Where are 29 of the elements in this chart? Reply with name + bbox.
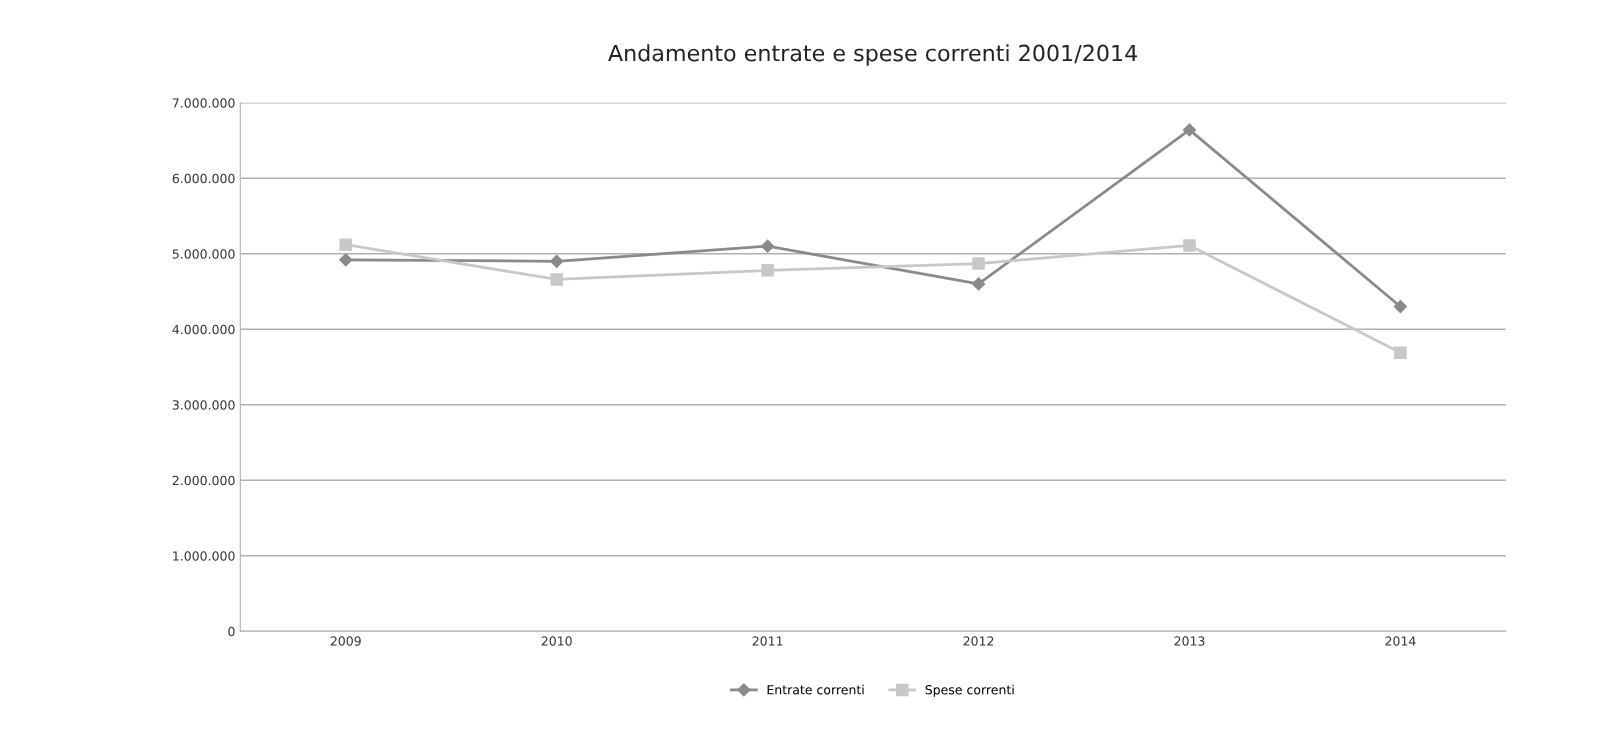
x-tick-label: 2011 (752, 636, 783, 646)
y-tick-label: 4.000.000 (172, 324, 235, 335)
legend-label: Entrate correnti (767, 684, 864, 695)
legend-label: Spese correnti (925, 684, 1014, 697)
point (972, 257, 985, 270)
y-tick-label: 5.000.000 (172, 249, 235, 259)
point (1182, 123, 1197, 137)
x-tick-label: 2013 (1174, 636, 1205, 646)
x-tick-label: 2010 (541, 636, 572, 646)
chart-title: Andamento entrate e spese correnti 2001/2014 (608, 44, 1138, 66)
y-tick-label: 3.000.000 (172, 400, 235, 410)
point (1183, 239, 1196, 252)
y-tick-label: 0 (228, 626, 235, 637)
point (761, 264, 774, 277)
x-tick-label: 2012 (963, 636, 994, 646)
point (761, 239, 775, 253)
y-tick-label: 7.000.000 (172, 98, 235, 108)
x-tick-label: 2009 (330, 636, 361, 646)
point (339, 253, 353, 267)
point (550, 254, 564, 268)
point (550, 273, 563, 286)
point (971, 277, 986, 291)
y-tick-label: 6.000.000 (172, 173, 235, 184)
x-tick-label: 2014 (1385, 636, 1416, 646)
y-tick-label: 2.000.000 (172, 475, 235, 486)
point (1394, 346, 1407, 359)
point (1393, 300, 1408, 314)
point (339, 238, 353, 251)
y-tick-label: 1.000.000 (173, 551, 235, 561)
